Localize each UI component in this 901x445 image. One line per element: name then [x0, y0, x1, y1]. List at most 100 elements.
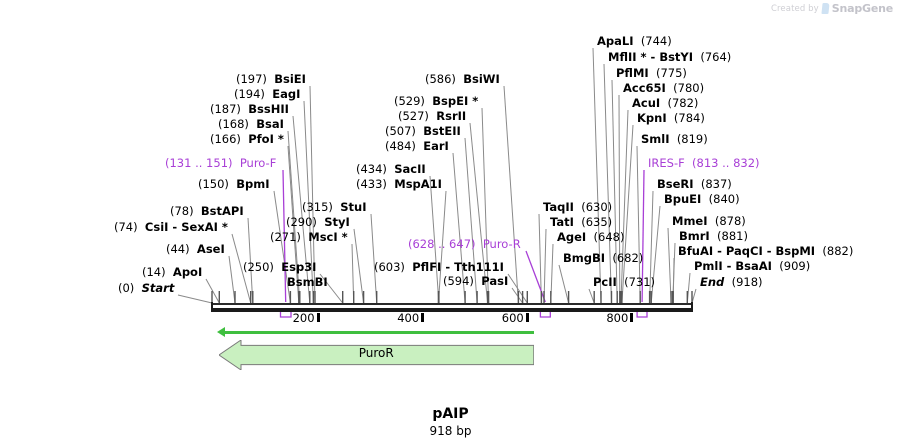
restriction-site-label[interactable]: (44) AseI [166, 243, 225, 255]
site-enzyme-name: PmlI - BsaAI [694, 259, 772, 273]
site-position: (290) [286, 215, 317, 229]
restriction-site-label[interactable]: KpnI (784) [637, 112, 705, 124]
restriction-site-label[interactable]: BfuAI - PaqCI - BspMI (882) [678, 245, 853, 257]
site-position: (315) [302, 200, 333, 214]
site-enzyme-name: MspA1I [394, 177, 442, 191]
restriction-site-label[interactable]: PcII (731) [593, 276, 655, 288]
restriction-site-label[interactable]: (603) PflFI - Tth111I [374, 261, 504, 273]
plasmid-name: pAIP [432, 406, 469, 422]
restriction-site-label[interactable]: (315) StuI [302, 201, 367, 213]
site-leader-line [511, 287, 524, 304]
site-leader-line [636, 145, 641, 304]
primer-range: (813 .. 832) [692, 156, 760, 170]
restriction-site-label[interactable]: (529) BspEI * [394, 95, 478, 107]
restriction-site-label[interactable]: (14) ApoI [142, 266, 202, 278]
ruler-tick-label: 800 [606, 311, 629, 325]
feature-direction-line [224, 331, 534, 334]
restriction-site-label[interactable]: (290) StyI [286, 216, 350, 228]
restriction-site-label[interactable]: BseRI (837) [657, 178, 732, 190]
ruler-tick [316, 313, 320, 322]
site-position: (250) [243, 260, 274, 274]
restriction-site-label[interactable]: (433) MspA1I [356, 178, 442, 190]
restriction-site-label[interactable]: (527) RsrII [398, 110, 466, 122]
site-leader-line [592, 47, 602, 304]
site-leader-line [621, 124, 634, 304]
restriction-site-label[interactable]: Acc65I (780) [623, 82, 704, 94]
site-enzyme-name: PflFI - Tth111I [412, 260, 504, 274]
primer-label[interactable]: IRES-F (813 .. 832) [648, 157, 760, 169]
restriction-site-label[interactable]: PflMI (775) [616, 67, 687, 79]
site-position: (168) [218, 117, 249, 131]
restriction-site-label[interactable]: MmeI (878) [672, 215, 746, 227]
site-position: (881) [717, 229, 748, 243]
restriction-site-label[interactable]: (187) BssHII [210, 103, 289, 115]
restriction-site-label[interactable]: (197) BsiEI [236, 73, 306, 85]
backbone-start-cap [211, 302, 213, 312]
restriction-site-label[interactable]: SmlI (819) [641, 133, 708, 145]
restriction-site-label[interactable]: (594) PasI [443, 275, 508, 287]
site-position: (630) [581, 200, 613, 214]
restriction-site-label[interactable]: (74) CsiI - SexAI * [114, 221, 228, 233]
ruler-tick [630, 313, 634, 322]
backbone-upper-rule [212, 303, 692, 305]
restriction-site-label[interactable]: BsmBI [287, 276, 328, 288]
restriction-site-label[interactable]: (166) PfoI * [210, 133, 284, 145]
site-enzyme-name: BseRI [657, 177, 694, 191]
restriction-site-label[interactable]: (434) SacII [356, 163, 426, 175]
site-position: (527) [398, 109, 429, 123]
site-leader-line [667, 227, 672, 304]
site-leader-line [538, 213, 542, 304]
site-position: (775) [656, 66, 687, 80]
restriction-site-label[interactable]: (0) Start [118, 282, 174, 294]
restriction-site-label[interactable]: AgeI (648) [557, 231, 624, 243]
site-leader-line [650, 205, 661, 304]
site-leader-line [611, 79, 618, 304]
restriction-site-label[interactable]: (271) MscI * [270, 231, 348, 243]
restriction-site-label[interactable]: TaqII (630) [543, 201, 612, 213]
site-position: (784) [673, 111, 705, 125]
site-position: (840) [708, 192, 740, 206]
site-enzyme-name: EagI [272, 87, 301, 101]
restriction-site-label[interactable]: ApaLI (744) [597, 35, 672, 47]
restriction-site-label[interactable]: (150) BpmI [198, 178, 270, 190]
site-enzyme-name: AseI [196, 242, 225, 256]
site-leader-line [588, 288, 595, 304]
site-enzyme-name: BsaI [256, 117, 284, 131]
site-enzyme-name: BstAPI [200, 204, 244, 218]
site-leader-line [558, 264, 570, 304]
restriction-site-label[interactable]: (586) BsiWI [425, 73, 500, 85]
restriction-site-label[interactable]: (78) BstAPI [170, 205, 244, 217]
primer-range: (628 .. 647) [408, 237, 476, 251]
site-position: (586) [425, 72, 456, 86]
restriction-site-label[interactable]: BmrI (881) [679, 230, 748, 242]
primer-label[interactable]: (131 .. 151) Puro-F [165, 157, 276, 169]
restriction-site-label[interactable]: (168) BsaI [218, 118, 284, 130]
primer-name: Puro-R [482, 237, 521, 251]
ruler-tick-label: 200 [292, 311, 315, 325]
restriction-site-label[interactable]: End (918) [700, 276, 763, 288]
site-enzyme-name: End [700, 275, 725, 289]
restriction-site-label[interactable]: BpuEI (840) [664, 193, 740, 205]
primer-label[interactable]: (628 .. 647) Puro-R [408, 238, 521, 250]
site-position: (74) [114, 220, 138, 234]
restriction-site-label[interactable]: (507) BstEII [385, 125, 461, 137]
restriction-site-label[interactable]: (484) EarI [385, 140, 449, 152]
site-position: (594) [443, 274, 474, 288]
restriction-site-label[interactable]: (250) Esp3I [243, 261, 316, 273]
site-enzyme-name: BsiEI [274, 72, 306, 86]
site-enzyme-name: BmgBI [563, 251, 606, 265]
restriction-site-label[interactable]: PmlI - BsaAI (909) [694, 260, 810, 272]
restriction-site-label[interactable]: BmgBI (682) [563, 252, 643, 264]
site-enzyme-name: AgeI [557, 230, 587, 244]
site-position: (529) [394, 94, 425, 108]
site-leader-line [503, 85, 519, 304]
restriction-site-label[interactable]: TatI (635) [550, 216, 612, 228]
site-enzyme-name: Start [141, 281, 175, 295]
restriction-site-label[interactable]: (194) EagI [234, 88, 300, 100]
restriction-site-label[interactable]: AcuI (782) [632, 97, 698, 109]
site-position: (44) [166, 242, 190, 256]
site-enzyme-name: PfoI * [248, 132, 284, 146]
site-position: (819) [676, 132, 708, 146]
restriction-site-label[interactable]: MflII * - BstYI (764) [608, 51, 731, 63]
site-leader-line [287, 145, 300, 304]
